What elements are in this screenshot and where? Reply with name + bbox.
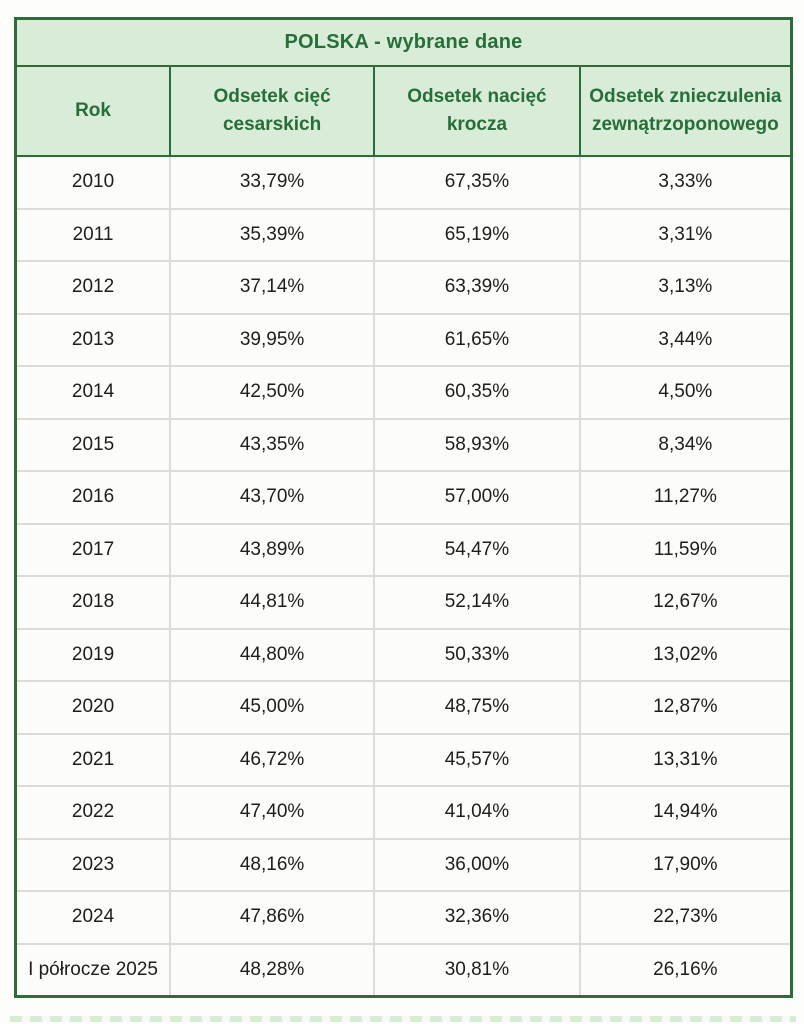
table-row: 2019 44,80% 50,33% 13,02% xyxy=(17,627,790,681)
cell-value: 52,14% xyxy=(373,575,580,629)
cell-value: 8,34% xyxy=(578,417,790,471)
cell-value: 47,40% xyxy=(169,785,375,839)
row-label: 2012 xyxy=(17,260,171,314)
table-row: 2012 37,14% 63,39% 3,13% xyxy=(17,260,790,314)
cell-value: 43,70% xyxy=(169,470,375,524)
cell-value: 42,50% xyxy=(169,365,375,419)
cell-value: 22,73% xyxy=(578,890,790,944)
cell-value: 3,13% xyxy=(578,260,790,314)
cell-value: 3,44% xyxy=(578,312,790,366)
cell-value: 45,57% xyxy=(373,732,580,786)
cell-value: 14,94% xyxy=(578,785,790,839)
cell-value: 48,16% xyxy=(169,837,375,891)
cell-value: 43,89% xyxy=(169,522,375,576)
cell-value: 48,28% xyxy=(169,942,375,995)
cell-value: 48,75% xyxy=(373,680,580,734)
row-label: 2016 xyxy=(17,470,171,524)
cell-value: 65,19% xyxy=(373,207,580,261)
row-label: 2017 xyxy=(17,522,171,576)
cell-value: 11,27% xyxy=(578,470,790,524)
table-row: 2024 47,86% 32,36% 22,73% xyxy=(17,890,790,944)
table-row: I półrocze 2025 48,28% 30,81% 26,16% xyxy=(17,942,790,995)
row-label: 2011 xyxy=(17,207,171,261)
cell-value: 46,72% xyxy=(169,732,375,786)
cell-value: 43,35% xyxy=(169,417,375,471)
next-table-top-edge xyxy=(10,1016,796,1022)
table-row: 2016 43,70% 57,00% 11,27% xyxy=(17,470,790,524)
row-label: 2015 xyxy=(17,417,171,471)
column-header-naciecia: Odsetek nacięć krocza xyxy=(373,66,580,157)
cell-value: 61,65% xyxy=(373,312,580,366)
row-label: 2024 xyxy=(17,890,171,944)
cell-value: 44,81% xyxy=(169,575,375,629)
table-row: 2011 35,39% 65,19% 3,31% xyxy=(17,207,790,261)
table-body: 2010 33,79% 67,35% 3,33% 2011 35,39% 65,19% 3,3… xyxy=(17,156,790,995)
cell-value: 57,00% xyxy=(373,470,580,524)
data-table: POLSKA - wybrane dane Rok Odsetek cięć c… xyxy=(17,20,790,995)
cell-value: 37,14% xyxy=(169,260,375,314)
table-header: POLSKA - wybrane dane Rok Odsetek cięć c… xyxy=(17,20,790,157)
cell-value: 13,02% xyxy=(578,627,790,681)
cell-value: 17,90% xyxy=(578,837,790,891)
cell-value: 41,04% xyxy=(373,785,580,839)
cell-value: 50,33% xyxy=(373,627,580,681)
table-row: 2023 48,16% 36,00% 17,90% xyxy=(17,837,790,891)
cell-value: 30,81% xyxy=(373,942,580,995)
cell-value: 47,86% xyxy=(169,890,375,944)
table-title: POLSKA - wybrane dane xyxy=(17,20,790,67)
column-header-rok: Rok xyxy=(17,66,171,157)
cell-value: 4,50% xyxy=(578,365,790,419)
cell-value: 11,59% xyxy=(578,522,790,576)
data-table-frame: POLSKA - wybrane dane Rok Odsetek cięć c… xyxy=(14,17,793,998)
cell-value: 60,35% xyxy=(373,365,580,419)
cell-value: 3,31% xyxy=(578,207,790,261)
table-row: 2013 39,95% 61,65% 3,44% xyxy=(17,312,790,366)
title-row: POLSKA - wybrane dane xyxy=(17,20,790,67)
cell-value: 26,16% xyxy=(578,942,790,995)
cell-value: 67,35% xyxy=(373,156,580,209)
row-label: 2010 xyxy=(17,156,171,209)
cell-value: 3,33% xyxy=(578,156,790,209)
row-label: 2013 xyxy=(17,312,171,366)
cell-value: 32,36% xyxy=(373,890,580,944)
cell-value: 45,00% xyxy=(169,680,375,734)
row-label: 2021 xyxy=(17,732,171,786)
table-row: 2020 45,00% 48,75% 12,87% xyxy=(17,680,790,734)
cell-value: 33,79% xyxy=(169,156,375,209)
cell-value: 36,00% xyxy=(373,837,580,891)
table-row: 2022 47,40% 41,04% 14,94% xyxy=(17,785,790,839)
cell-value: 44,80% xyxy=(169,627,375,681)
row-label: I półrocze 2025 xyxy=(17,942,171,995)
table-row: 2021 46,72% 45,57% 13,31% xyxy=(17,732,790,786)
cell-value: 39,95% xyxy=(169,312,375,366)
table-row: 2015 43,35% 58,93% 8,34% xyxy=(17,417,790,471)
row-label: 2022 xyxy=(17,785,171,839)
cell-value: 13,31% xyxy=(578,732,790,786)
table-row: 2010 33,79% 67,35% 3,33% xyxy=(17,156,790,209)
cell-value: 54,47% xyxy=(373,522,580,576)
cell-value: 12,87% xyxy=(578,680,790,734)
column-header-row: Rok Odsetek cięć cesarskich Odsetek naci… xyxy=(17,66,790,157)
row-label: 2023 xyxy=(17,837,171,891)
row-label: 2014 xyxy=(17,365,171,419)
cell-value: 63,39% xyxy=(373,260,580,314)
cell-value: 35,39% xyxy=(169,207,375,261)
cell-value: 12,67% xyxy=(578,575,790,629)
table-row: 2014 42,50% 60,35% 4,50% xyxy=(17,365,790,419)
cell-value: 58,93% xyxy=(373,417,580,471)
column-header-cesarskie: Odsetek cięć cesarskich xyxy=(169,66,375,157)
table-row: 2018 44,81% 52,14% 12,67% xyxy=(17,575,790,629)
column-header-znieczulenie: Odsetek znieczulenia zewnątrzoponowego xyxy=(578,66,790,157)
row-label: 2018 xyxy=(17,575,171,629)
row-label: 2019 xyxy=(17,627,171,681)
table-row: 2017 43,89% 54,47% 11,59% xyxy=(17,522,790,576)
row-label: 2020 xyxy=(17,680,171,734)
